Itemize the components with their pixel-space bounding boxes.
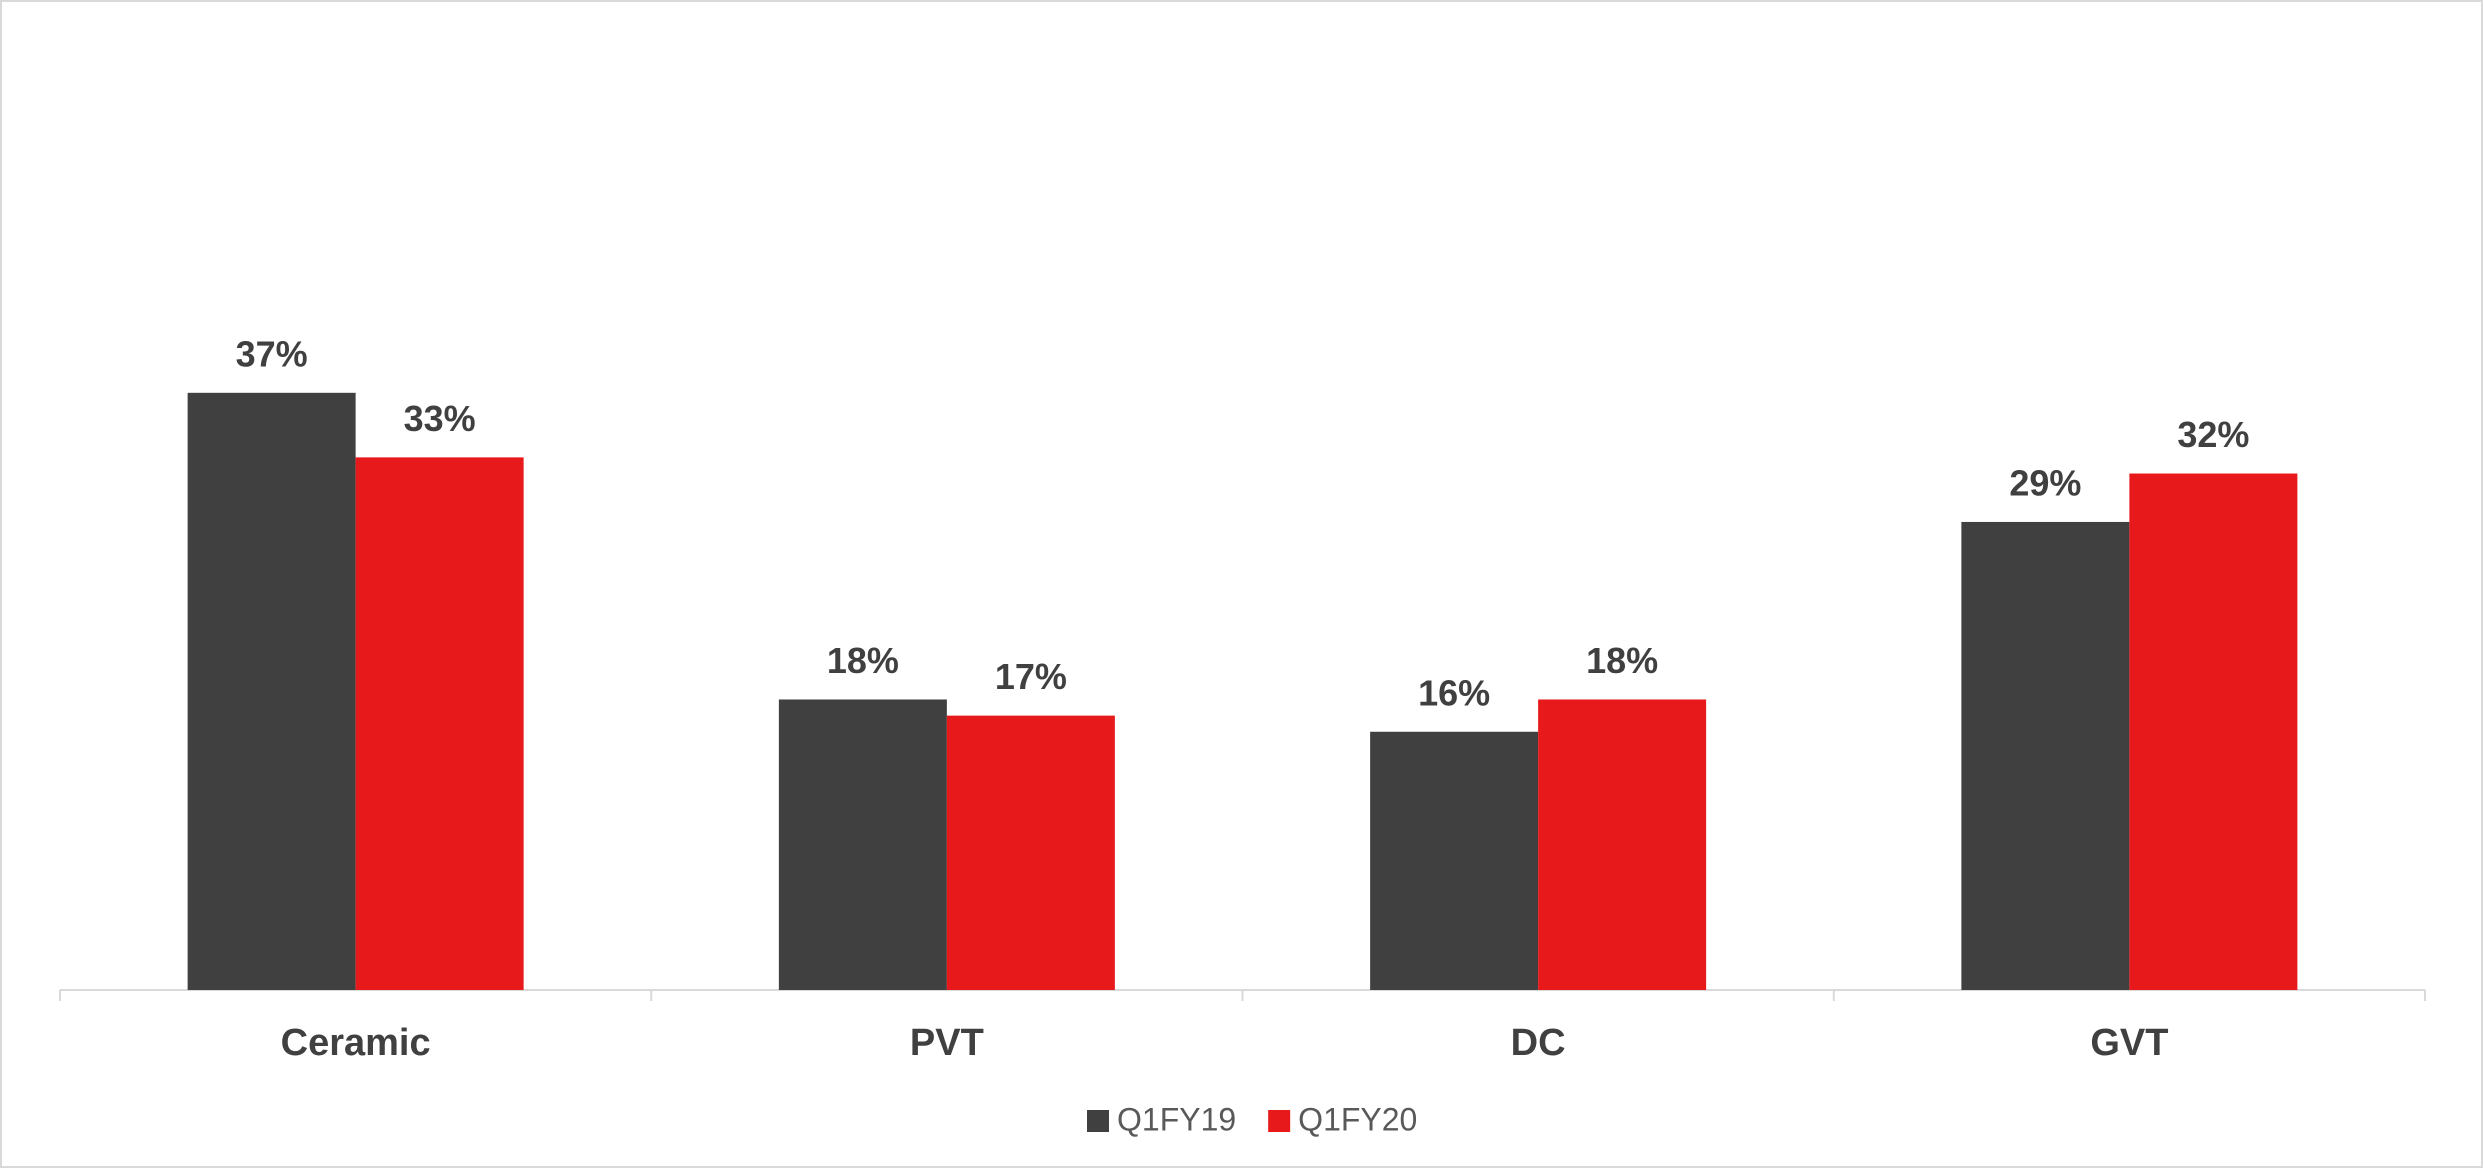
legend-swatch — [1087, 1110, 1109, 1132]
data-label: 33% — [404, 398, 476, 439]
data-label: 32% — [2177, 414, 2249, 455]
legend-label: Q1FY19 — [1117, 1101, 1236, 1137]
bar — [946, 715, 1115, 990]
data-label: 17% — [995, 656, 1067, 697]
bar — [1538, 699, 1707, 990]
bar — [1961, 521, 2130, 990]
bar — [1370, 731, 1539, 990]
legend-swatch — [1268, 1110, 1291, 1132]
bar — [187, 392, 356, 990]
x-tick-label: DC — [1511, 1022, 1566, 1064]
bar — [355, 457, 524, 990]
legend-label: Q1FY20 — [1298, 1101, 1417, 1137]
data-label: 16% — [1418, 672, 1490, 713]
data-label: 29% — [2009, 462, 2081, 503]
x-tick-label: GVT — [2090, 1022, 2168, 1064]
data-label: 37% — [236, 333, 308, 374]
bar — [778, 699, 947, 990]
x-tick-label: PVT — [910, 1022, 984, 1064]
bar — [2129, 473, 2298, 990]
data-label: 18% — [1586, 640, 1658, 681]
data-label: 18% — [827, 640, 899, 681]
x-tick-label: Ceramic — [281, 1022, 431, 1064]
